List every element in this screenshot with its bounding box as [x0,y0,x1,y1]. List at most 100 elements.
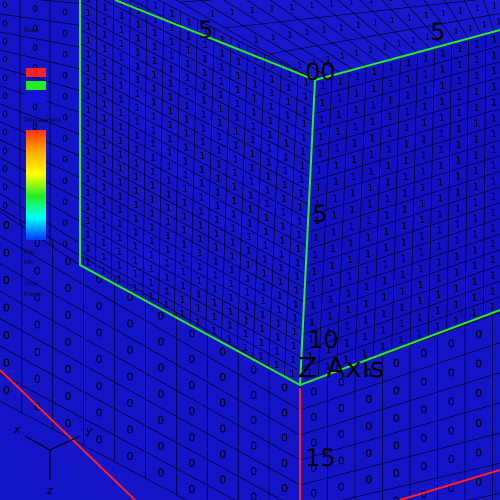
cell-value: 1 [455,140,461,151]
cell-value: 1 [332,194,338,205]
cell-value: 0 [188,405,195,418]
cell-value: 0 [62,92,68,102]
cell-value: 1 [300,133,306,144]
grid-line [79,29,312,150]
cell-value: 1 [248,177,254,188]
cell-value: 0 [32,5,38,15]
cell-value: 1 [456,92,462,103]
cell-value: 0 [420,432,427,445]
cell-value: 1 [101,183,107,194]
legend-block-title: Block [24,28,39,34]
grid-line [0,373,236,500]
cell-value: 1 [278,263,284,274]
cell-value: 1 [305,28,310,37]
cell-value: 0 [250,389,257,402]
cell-value: 1 [230,237,236,248]
cell-value: 0 [34,373,41,386]
cell-value: 1 [472,245,478,256]
cell-value: 0 [96,327,103,340]
cell-value: 1 [314,199,320,210]
cell-value: 0 [62,29,68,39]
cell-value: 0 [3,301,10,314]
cell-value: 1 [290,355,296,366]
cell-value: 1 [490,239,496,250]
cell-value: 1 [268,102,274,113]
cell-value: 1 [356,21,361,30]
cell-value: 1 [364,266,370,277]
cell-value: 1 [436,242,442,253]
cell-value: 0 [393,467,400,480]
cell-value: 1 [298,189,304,200]
cell-value: 0 [365,420,372,433]
cell-value: 1 [354,72,360,83]
cell-value: 1 [180,267,186,278]
cell-value: 0 [34,319,41,332]
cell-value: 1 [384,210,390,221]
cell-value: 1 [492,2,497,11]
cell-value: 1 [422,102,428,113]
cell-value: 1 [490,271,496,282]
grid-line [301,280,500,352]
cell-value: 1 [168,51,174,62]
cell-value: 1 [243,315,249,326]
cell-value: 1 [186,18,192,29]
cell-value: 0 [281,407,288,420]
cell-value: 1 [383,227,389,238]
cell-value: 1 [235,71,241,82]
cell-value: 1 [133,214,139,225]
cell-value: 1 [85,91,91,102]
cell-value: 1 [286,83,292,94]
cell-value: 1 [118,108,124,119]
cell-value: 1 [453,299,459,310]
cell-value: 1 [258,352,264,363]
cell-value: 1 [181,239,187,250]
legend-time-label: Time [24,282,38,288]
cell-value: 1 [199,165,205,176]
cell-value: 1 [473,103,479,114]
cell-value: 1 [166,175,172,186]
cell-value: 1 [211,326,217,337]
cell-value: 1 [135,61,141,72]
cell-value: 1 [151,70,157,81]
cell-value: 1 [313,233,319,244]
cell-value: 1 [247,218,253,229]
cell-value: 1 [318,132,324,143]
cell-value: 1 [397,39,402,48]
cell-value: 1 [213,257,219,268]
cell-value: 1 [133,228,139,239]
cell-value: 1 [441,9,446,18]
cell-value: 1 [268,88,274,99]
cell-value: 1 [490,161,496,172]
cell-value: 1 [490,223,496,234]
cell-value: 1 [418,248,424,259]
cell-value: 1 [424,11,429,20]
cell-value: 0 [3,246,10,259]
cell-value: 1 [348,222,354,233]
cell-value: 1 [490,176,496,187]
cell-value: 1 [149,181,155,192]
cell-value: 1 [134,103,140,114]
cell-value: 1 [368,166,374,177]
cell-value: 0 [62,177,68,187]
cell-value: 1 [291,327,297,338]
cell-value: 1 [346,272,352,283]
cell-value: 1 [310,284,316,295]
cell-value: 1 [401,237,407,248]
cell-value: 0 [188,431,195,444]
red-edge-left [0,369,136,500]
cell-value: 0 [281,457,288,470]
cell-value: 1 [116,261,122,272]
cell-value: 1 [117,164,123,175]
cell-value: 1 [368,45,373,54]
cell-value: 1 [259,324,265,335]
cell-value: 1 [407,14,412,23]
cell-value: 1 [489,302,495,313]
legend-max-label: Max [24,250,36,256]
cell-value: 1 [473,166,479,177]
grid-line [224,0,479,29]
grid-line [0,49,81,70]
cell-value: 1 [331,211,337,222]
